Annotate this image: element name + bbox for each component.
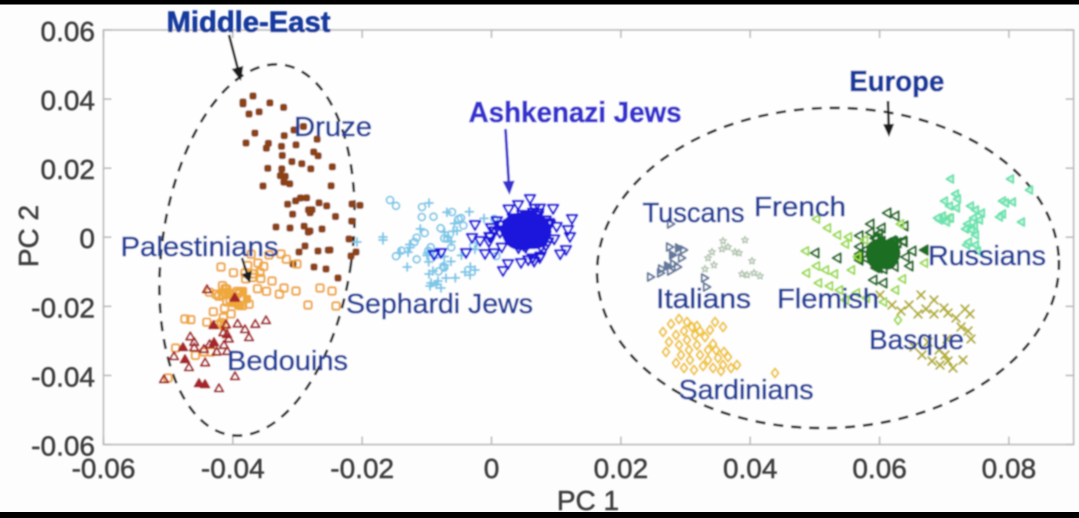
svg-text:PC 2: PC 2	[13, 205, 44, 267]
svg-text:0.06: 0.06	[41, 16, 96, 47]
svg-text:0: 0	[484, 453, 500, 484]
svg-text:0.02: 0.02	[594, 453, 649, 484]
svg-text:Druze: Druze	[294, 111, 372, 142]
svg-text:0.06: 0.06	[852, 453, 907, 484]
svg-text:0.08: 0.08	[982, 453, 1037, 484]
svg-text:Sardinians: Sardinians	[679, 374, 814, 405]
svg-text:Russians: Russians	[928, 240, 1046, 271]
svg-text:Bedouins: Bedouins	[227, 345, 348, 376]
svg-text:0.02: 0.02	[41, 154, 96, 185]
svg-text:-0.06: -0.06	[31, 431, 95, 462]
svg-text:Palestinians: Palestinians	[121, 231, 279, 262]
svg-text:Flemish: Flemish	[777, 283, 879, 314]
svg-text:Ashkenazi Jews: Ashkenazi Jews	[469, 97, 682, 129]
svg-text:Europe: Europe	[849, 66, 944, 98]
svg-text:Sephardi Jews: Sephardi Jews	[346, 288, 533, 319]
svg-text:-0.04: -0.04	[201, 453, 265, 484]
svg-text:French: French	[754, 191, 846, 222]
svg-text:0.04: 0.04	[723, 453, 778, 484]
svg-text:PC 1: PC 1	[557, 485, 619, 516]
svg-text:-0.02: -0.02	[330, 453, 394, 484]
svg-text:Italians: Italians	[656, 283, 751, 314]
svg-text:Middle-East: Middle-East	[167, 6, 331, 39]
svg-text:0.04: 0.04	[41, 85, 96, 116]
svg-text:-0.02: -0.02	[31, 292, 95, 323]
svg-text:Tuscans: Tuscans	[643, 197, 745, 228]
svg-text:-0.04: -0.04	[31, 361, 95, 392]
svg-text:0: 0	[79, 223, 95, 254]
svg-text:-0.06: -0.06	[72, 453, 136, 484]
svg-text:Basque: Basque	[869, 324, 964, 355]
